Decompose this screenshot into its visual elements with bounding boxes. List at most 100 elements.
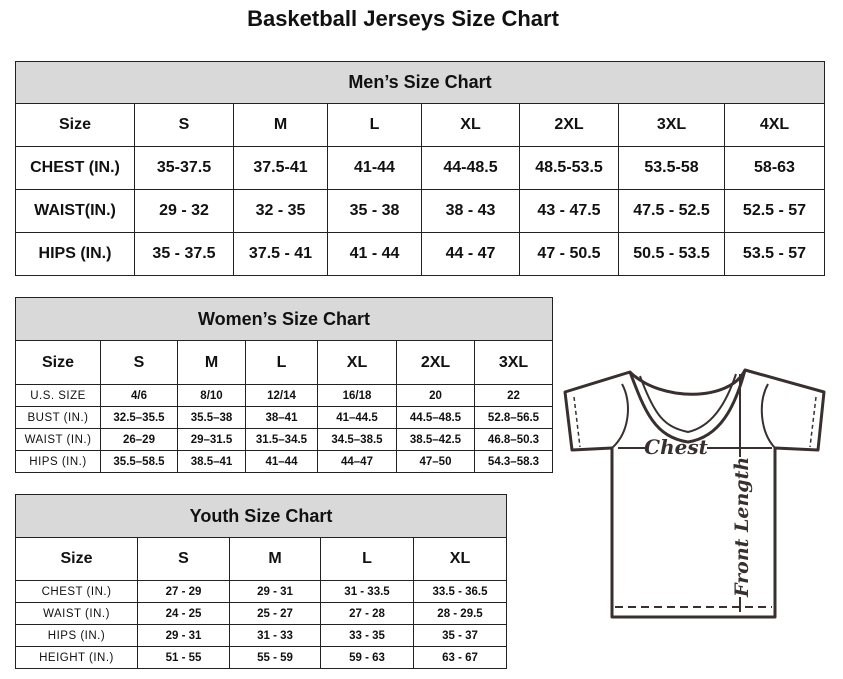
- table-cell: 53.5-58: [618, 146, 725, 190]
- row-label: WAIST (IN.): [15, 428, 101, 451]
- row-label: CHEST (IN.): [15, 580, 138, 603]
- column-header: S: [134, 103, 234, 147]
- column-header: Size: [15, 537, 138, 581]
- youth-table-title: Youth Size Chart: [14, 494, 508, 538]
- table-cell: 41–44.5: [317, 406, 397, 429]
- table-cell: 50.5 - 53.5: [618, 232, 725, 276]
- table-cell: 35.5–38: [177, 406, 246, 429]
- mens-table-title: Men’s Size Chart: [15, 61, 825, 104]
- table-cell: 63 - 67: [412, 646, 508, 669]
- table-cell: 52.8–56.5: [473, 406, 554, 429]
- table-cell: 35.5–58.5: [100, 450, 178, 473]
- column-header: M: [229, 537, 321, 581]
- table-cell: 47–50: [396, 450, 475, 473]
- table-cell: 34.5–38.5: [317, 428, 397, 451]
- table-cell: 35 - 38: [327, 189, 422, 233]
- table-cell: 52.5 - 57: [724, 189, 825, 233]
- column-header: XL: [421, 103, 520, 147]
- table-cell: 38 - 43: [421, 189, 520, 233]
- header-row: Size S M L XL 2XL 3XL: [15, 340, 554, 385]
- table-cell: 22: [473, 384, 554, 407]
- table-cell: 31 - 33: [229, 624, 321, 647]
- table-cell: 38–41: [245, 406, 318, 429]
- table-cell: 37.5 - 41: [233, 232, 328, 276]
- table-cell: 31.5–34.5: [245, 428, 318, 451]
- column-header: M: [177, 340, 246, 385]
- row-label: HEIGHT (IN.): [15, 646, 138, 669]
- table-cell: 48.5-53.5: [519, 146, 619, 190]
- column-header: L: [327, 103, 422, 147]
- youth-size-table: Youth Size Chart Size S M L XL CHEST (IN.) 27 …: [14, 494, 508, 669]
- table-cell: 31 - 33.5: [320, 580, 414, 603]
- table-cell: 16/18: [317, 384, 397, 407]
- table-cell: 35 - 37: [412, 624, 508, 647]
- table-cell: 33.5 - 36.5: [412, 580, 508, 603]
- column-header: 4XL: [724, 103, 825, 147]
- table-cell: 38.5–42.5: [396, 428, 475, 451]
- table-cell: 54.3–58.3: [473, 450, 554, 473]
- table-cell: 28 - 29.5: [412, 602, 508, 625]
- mens-size-table: Men’s Size Chart Size S M L XL 2XL 3XL 4XL CHEST…: [15, 61, 825, 276]
- row-label: HIPS (IN.): [15, 232, 135, 276]
- table-cell: 37.5-41: [233, 146, 328, 190]
- womens-size-table: Women’s Size Chart Size S M L XL 2XL 3XL U.S. S…: [14, 297, 554, 473]
- table-row: HIPS (IN.) 35.5–58.5 38.5–41 41–44 44–47 47–5…: [15, 450, 554, 473]
- table-cell: 53.5 - 57: [724, 232, 825, 276]
- table-cell: 44–47: [317, 450, 397, 473]
- column-header: S: [137, 537, 230, 581]
- column-header: M: [233, 103, 328, 147]
- table-cell: 29 - 31: [137, 624, 230, 647]
- table-cell: 12/14: [245, 384, 318, 407]
- front-length-label: Front Length: [731, 457, 753, 598]
- column-header: 3XL: [618, 103, 725, 147]
- column-header: 3XL: [473, 340, 554, 385]
- table-cell: 27 - 29: [137, 580, 230, 603]
- table-cell: 29 - 32: [134, 189, 234, 233]
- column-header: 2XL: [519, 103, 619, 147]
- table-row: CHEST (IN.) 27 - 29 29 - 31 31 - 33.5 33.5 -…: [15, 580, 508, 603]
- table-row: CHEST (IN.) 35-37.5 37.5-41 41-44 44-48.5 48.…: [15, 146, 825, 190]
- table-row: HIPS (IN.) 35 - 37.5 37.5 - 41 41 - 44 44 - …: [15, 232, 825, 276]
- table-cell: 35-37.5: [134, 146, 234, 190]
- table-cell: 43 - 47.5: [519, 189, 619, 233]
- row-label: WAIST(IN.): [15, 189, 135, 233]
- table-row: HIPS (IN.) 29 - 31 31 - 33 33 - 35 35 - 37: [15, 624, 508, 647]
- jersey-diagram: Chest Front Length: [563, 368, 826, 619]
- table-cell: 25 - 27: [229, 602, 321, 625]
- table-cell: 4/6: [100, 384, 178, 407]
- header-row: Size S M L XL 2XL 3XL 4XL: [15, 103, 825, 147]
- row-label: U.S. SIZE: [15, 384, 101, 407]
- row-label: WAIST (IN.): [15, 602, 138, 625]
- header-row: Size S M L XL: [15, 537, 508, 581]
- table-row: HEIGHT (IN.) 51 - 55 55 - 59 59 - 63 63 - 67: [15, 646, 508, 669]
- row-label: BUST (IN.): [15, 406, 101, 429]
- table-cell: 29 - 31: [229, 580, 321, 603]
- row-label: CHEST (IN.): [15, 146, 135, 190]
- chest-label: Chest: [644, 435, 708, 459]
- shirt-outline-icon: [563, 368, 826, 619]
- table-cell: 44 - 47: [421, 232, 520, 276]
- row-label: HIPS (IN.): [15, 624, 138, 647]
- table-cell: 26–29: [100, 428, 178, 451]
- table-cell: 27 - 28: [320, 602, 414, 625]
- table-cell: 46.8–50.3: [473, 428, 554, 451]
- table-cell: 41-44: [327, 146, 422, 190]
- table-cell: 55 - 59: [229, 646, 321, 669]
- table-row: WAIST (IN.) 26–29 29–31.5 31.5–34.5 34.5–38.…: [15, 428, 554, 451]
- page-title: Basketball Jerseys Size Chart: [247, 6, 559, 31]
- table-cell: 58-63: [724, 146, 825, 190]
- table-cell: 59 - 63: [320, 646, 414, 669]
- table-cell: 38.5–41: [177, 450, 246, 473]
- table-cell: 33 - 35: [320, 624, 414, 647]
- table-cell: 44.5–48.5: [396, 406, 475, 429]
- column-header: S: [100, 340, 178, 385]
- table-cell: 51 - 55: [137, 646, 230, 669]
- table-row: WAIST (IN.) 24 - 25 25 - 27 27 - 28 28 - 29.…: [15, 602, 508, 625]
- table-cell: 29–31.5: [177, 428, 246, 451]
- column-header: XL: [317, 340, 397, 385]
- column-header: XL: [412, 537, 508, 581]
- table-row: WAIST(IN.) 29 - 32 32 - 35 35 - 38 38 - 43 43…: [15, 189, 825, 233]
- table-cell: 20: [396, 384, 475, 407]
- table-cell: 47 - 50.5: [519, 232, 619, 276]
- column-header: L: [320, 537, 414, 581]
